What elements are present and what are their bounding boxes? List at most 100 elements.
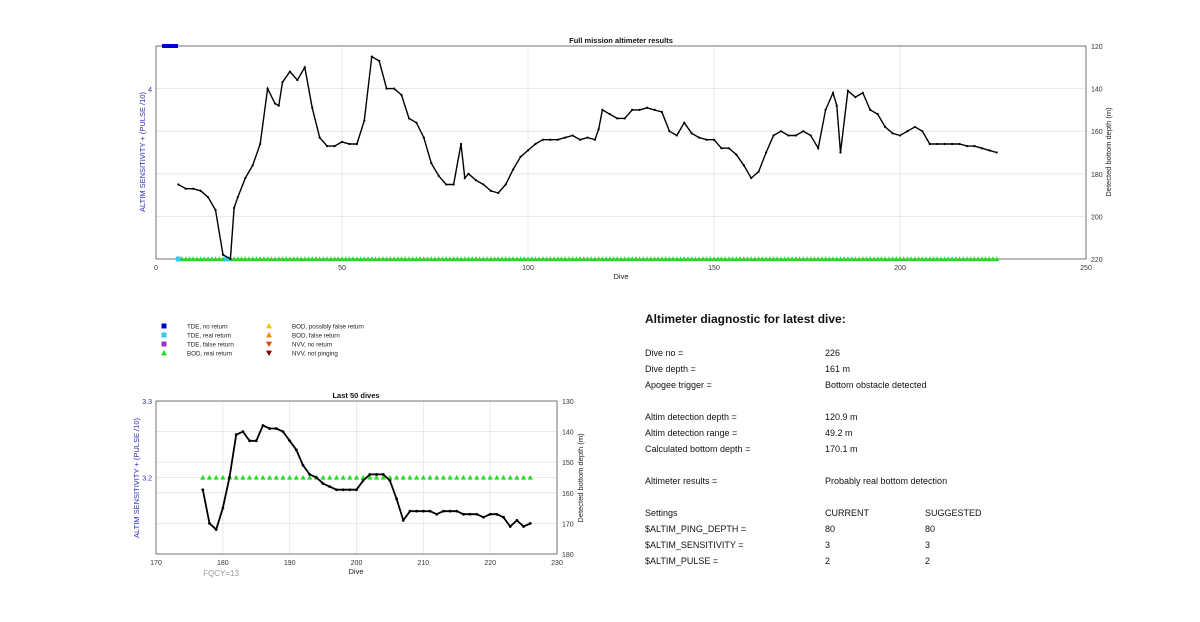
bod-real-return-marker (212, 256, 219, 262)
bod-real-return-marker (655, 256, 661, 262)
bod-real-return-marker (369, 256, 375, 262)
right-y-tick-label: 200 (1091, 214, 1103, 221)
bod-real-return-marker (979, 256, 985, 262)
apogee-label: Apogee trigger = (645, 380, 712, 390)
bod-real-return-marker (610, 256, 617, 262)
bod-real-return-marker (744, 256, 751, 262)
dive-depth-label: Dive depth = (645, 364, 696, 374)
bod-real-return-marker (209, 256, 215, 262)
depth-point (898, 134, 902, 137)
x-tick-label: 50 (338, 265, 346, 272)
current-header: CURRENT (825, 508, 869, 518)
top-chart-right-y-ticks: 120 140 160 180 200 220 (1091, 44, 1103, 264)
depth-point (541, 138, 544, 141)
bod-real-return-marker (407, 474, 413, 480)
bod-real-return-marker (759, 256, 765, 262)
bod-real-return-marker (919, 256, 925, 262)
depth-point (690, 132, 693, 135)
bod-real-return-marker (837, 256, 844, 262)
bod-real-return-marker (395, 256, 401, 262)
bod-real-return-marker (700, 256, 706, 262)
depth-point (497, 191, 500, 195)
bod-real-return-marker (246, 256, 252, 262)
bod-real-return-marker (544, 256, 550, 262)
depth-point (467, 172, 470, 175)
right-y-tick-label: 130 (562, 399, 574, 406)
bod-real-return-marker (391, 256, 397, 262)
right-y-tick-label: 160 (562, 491, 574, 498)
bod-real-return-marker (852, 256, 858, 262)
bottom-chart-markers (200, 474, 533, 480)
depth-point (301, 463, 305, 467)
bod-real-return-marker (834, 256, 840, 262)
bod-real-return-marker (856, 256, 862, 262)
bod-real-return-marker (206, 474, 213, 480)
bod-real-return-marker (410, 256, 416, 262)
x-tick-label: 220 (484, 560, 496, 567)
depth-point (876, 113, 879, 116)
depth-point (241, 430, 245, 433)
bod-real-return-marker (577, 256, 583, 262)
bod-real-return-marker (558, 256, 565, 262)
legend-square-marker (161, 323, 167, 329)
ping-depth-label: $ALTIM_PING_DEPTH = (645, 524, 747, 534)
bottom-chart-left-ylabel: ALTIM SENSITIVITY + (PULSE /10) (132, 418, 141, 538)
depth-point (445, 183, 448, 186)
depth-point (928, 142, 931, 146)
bod-real-return-marker (246, 474, 253, 480)
bod-real-return-marker (327, 474, 333, 480)
bod-real-return-marker (525, 256, 531, 262)
bod-real-return-marker (696, 256, 702, 262)
bod-real-return-marker (510, 256, 516, 262)
ping-depth-suggested: 80 (925, 524, 936, 534)
depth-point (512, 168, 515, 171)
altim-detection-range-row: Altim detection range = 49.2 m (645, 428, 1165, 442)
bod-real-return-marker (465, 256, 472, 262)
bod-real-return-marker (782, 256, 788, 262)
x-tick-label: 210 (417, 560, 429, 567)
depth-point (303, 66, 306, 69)
bod-real-return-marker (912, 256, 918, 262)
bod-real-return-marker (267, 474, 273, 480)
depth-point (318, 136, 321, 139)
legend-item: BOD, possibly false return (266, 323, 364, 331)
x-tick-label: 190 (284, 560, 296, 567)
depth-point (764, 151, 768, 154)
depth-point (861, 91, 864, 94)
bod-real-return-marker (767, 256, 773, 262)
bod-real-return-marker (893, 256, 899, 262)
depth-point (564, 136, 567, 139)
bod-real-return-marker (994, 256, 1000, 262)
bod-real-return-marker (674, 256, 680, 262)
depth-point (779, 130, 783, 133)
depth-point (435, 512, 439, 516)
x-tick-label: 100 (522, 265, 534, 272)
bod-real-return-marker (451, 256, 457, 262)
top-chart-left-ylabel: ALTIM SENSITIVITY + (PULSE /10) (138, 92, 147, 212)
bod-real-return-marker (540, 256, 546, 262)
x-tick-label: 180 (217, 560, 229, 567)
bod-real-return-marker (527, 474, 533, 480)
depth-point (236, 196, 239, 199)
bottom-chart-axes-box (155, 400, 558, 555)
bod-real-return-marker (815, 256, 821, 262)
depth-point (750, 176, 753, 180)
depth-point (233, 206, 236, 209)
legend-item: TDE, false return (161, 341, 234, 349)
bod-real-return-marker (365, 256, 371, 262)
bod-real-return-marker (547, 256, 553, 262)
apogee-row: Apogee trigger = Bottom obstacle detecte… (645, 380, 1165, 394)
depth-point (462, 512, 465, 516)
legend-item-label: TDE, false return (187, 342, 234, 349)
depth-point (248, 439, 251, 443)
depth-point (184, 187, 187, 190)
depth-point (274, 427, 278, 430)
bod-real-return-marker (353, 474, 360, 480)
bod-real-return-marker (424, 256, 431, 262)
bod-real-return-marker (480, 256, 486, 262)
depth-point (400, 93, 403, 97)
depth-point (831, 91, 835, 94)
depth-point (348, 488, 352, 492)
depth-point (259, 142, 262, 146)
depth-point (277, 104, 280, 107)
